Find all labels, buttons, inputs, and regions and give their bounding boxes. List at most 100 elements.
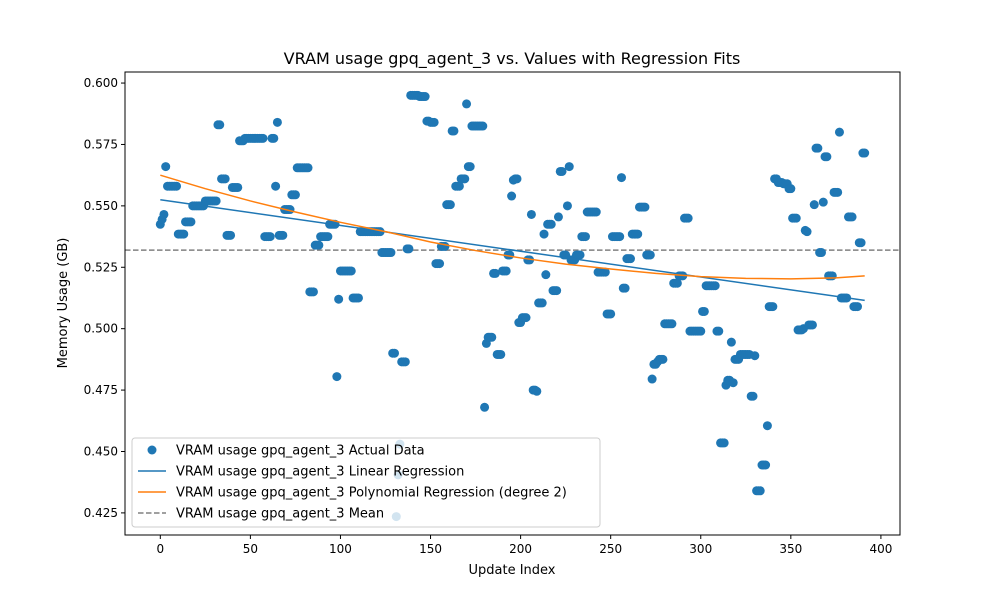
chart-title: VRAM usage gpq_agent_3 vs. Values with R…	[284, 49, 741, 69]
data-point	[647, 374, 657, 384]
data-point	[606, 309, 616, 319]
data-point	[233, 182, 243, 192]
data-point	[346, 266, 356, 276]
data-point	[478, 121, 488, 131]
data-point	[791, 213, 801, 223]
data-point	[532, 386, 542, 396]
x-tick-label: 300	[689, 542, 712, 556]
data-point	[856, 238, 866, 248]
data-point	[633, 229, 643, 239]
data-point	[562, 201, 572, 211]
data-point	[710, 281, 720, 291]
data-point	[807, 320, 817, 330]
legend-marker-scatter	[147, 445, 157, 455]
x-tick-label: 50	[243, 542, 258, 556]
y-tick-label: 0.475	[84, 383, 118, 397]
data-point	[215, 120, 225, 130]
data-point	[490, 268, 500, 278]
data-point	[615, 232, 625, 242]
data-point	[487, 332, 497, 342]
data-point	[813, 143, 823, 153]
legend-box	[131, 437, 601, 528]
data-point	[860, 148, 870, 158]
x-tick-label: 200	[509, 542, 532, 556]
data-point	[683, 213, 693, 223]
data-point	[435, 259, 445, 269]
data-point	[640, 202, 650, 212]
data-point	[390, 348, 400, 358]
data-point	[645, 250, 655, 260]
data-point	[211, 196, 221, 206]
x-tick-label: 400	[869, 542, 892, 556]
data-point	[323, 232, 333, 242]
data-point	[620, 283, 630, 293]
data-point	[537, 298, 547, 308]
y-axis-label: Memory Usage (GB)	[56, 238, 71, 369]
data-point	[308, 287, 318, 297]
data-point	[386, 248, 396, 258]
data-point	[786, 184, 796, 194]
data-point	[172, 181, 182, 191]
data-point	[552, 286, 562, 296]
data-point	[768, 302, 778, 312]
data-point	[420, 92, 430, 102]
data-point	[802, 227, 812, 237]
data-point	[429, 117, 439, 127]
data-point	[714, 326, 724, 336]
x-tick-label: 150	[419, 542, 442, 556]
data-point	[625, 254, 635, 264]
data-point	[290, 190, 300, 200]
x-tick-label: 0	[156, 542, 164, 556]
data-point	[748, 391, 758, 401]
data-point	[672, 278, 682, 288]
x-tick-label: 100	[329, 542, 352, 556]
y-tick-label: 0.525	[84, 260, 118, 274]
y-tick-label: 0.425	[84, 506, 118, 520]
data-point	[159, 209, 169, 219]
data-point	[496, 349, 506, 359]
data-point	[480, 402, 490, 412]
data-point	[161, 162, 171, 172]
data-point	[696, 326, 706, 336]
data-point	[833, 187, 843, 197]
linear-regression-line	[160, 198, 865, 302]
legend-label: VRAM usage gpq_agent_3 Linear Regression	[176, 465, 464, 480]
data-point	[546, 219, 556, 229]
legend-label: VRAM usage gpq_agent_3 Mean	[176, 507, 384, 522]
data-point	[699, 306, 709, 316]
data-point	[220, 174, 230, 184]
data-point	[575, 250, 585, 260]
data-point	[667, 319, 677, 329]
data-point	[553, 212, 563, 222]
data-point	[314, 240, 324, 250]
y-tick-label: 0.575	[84, 137, 118, 151]
data-point	[334, 294, 344, 304]
data-point	[761, 460, 771, 470]
data-point	[809, 200, 819, 210]
data-point	[507, 191, 517, 201]
data-point	[179, 229, 189, 239]
x-axis-label: Update Index	[468, 563, 555, 578]
data-point	[186, 217, 196, 227]
data-point	[521, 313, 531, 323]
data-point	[719, 438, 729, 448]
data-point	[816, 248, 826, 258]
data-point	[580, 232, 590, 242]
data-point	[541, 270, 551, 280]
x-tick-label: 250	[599, 542, 622, 556]
data-point	[465, 162, 475, 172]
data-point	[440, 241, 450, 251]
y-tick-label: 0.500	[84, 322, 118, 336]
data-point	[526, 209, 536, 219]
data-point	[616, 173, 626, 183]
data-point	[400, 357, 410, 367]
polynomial-regression-curve	[160, 174, 865, 280]
data-point	[278, 230, 288, 240]
data-point	[501, 266, 511, 276]
regression-lines-layer	[160, 174, 865, 302]
data-point	[762, 421, 772, 431]
data-point	[827, 271, 837, 281]
data-point	[272, 117, 282, 127]
legend-label: VRAM usage gpq_agent_3 Actual Data	[176, 444, 425, 459]
data-point	[404, 244, 414, 254]
